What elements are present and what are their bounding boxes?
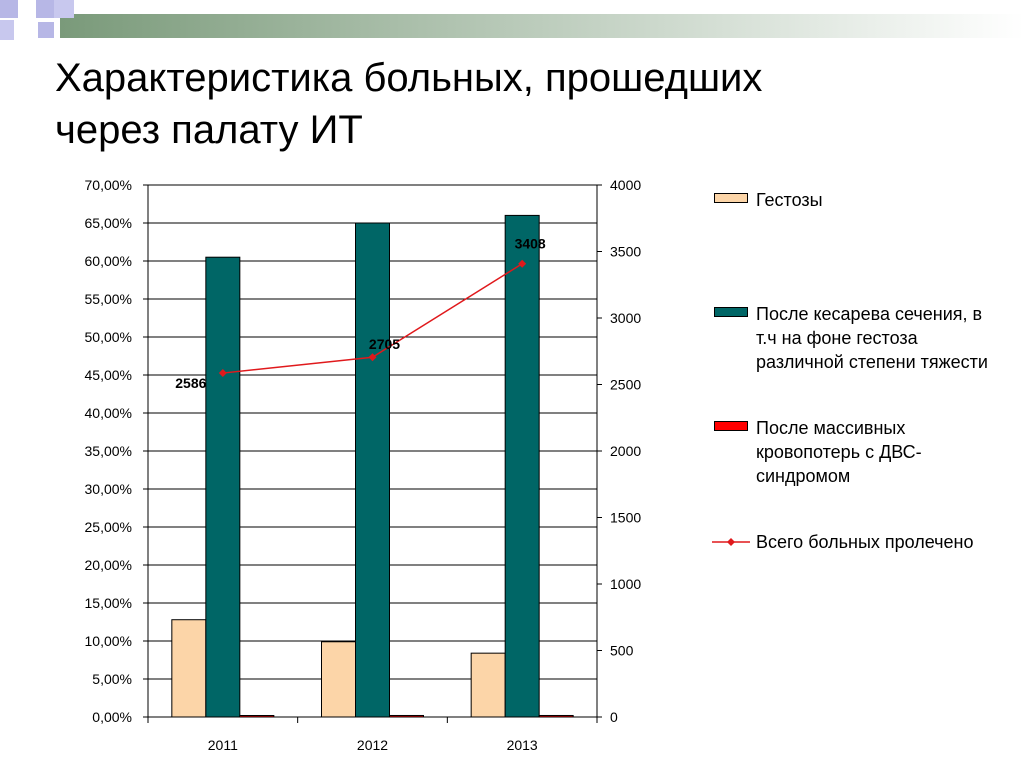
x-axis-tick-label: 2013 [507,737,538,753]
legend-line-total [712,538,750,546]
right-axis-tick-label: 2500 [610,377,641,393]
right-axis-tick-label: 3500 [610,244,641,260]
bar-cesarean [205,256,241,718]
legend-label-total: Всего больных пролечено [756,532,974,552]
total-data-label: 2586 [175,375,206,391]
left-axis-tick-label: 40,00% [85,405,132,421]
legend-label-gestoses: Гестозы [756,190,823,210]
left-axis-tick-label: 0,00% [92,709,132,725]
left-axis-tick-label: 30,00% [85,481,132,497]
x-axis-tick-label: 2011 [208,737,238,753]
bar-cesarean [504,214,540,718]
legend-swatch-cesarean [714,307,748,317]
left-axis-tick-label: 15,00% [85,595,132,611]
total-data-label: 2705 [369,336,400,352]
total-point [368,353,377,362]
left-axis-tick-label: 70,00% [85,177,132,193]
legend-swatch-gestoses [714,193,748,203]
legend-label-blood-loss: После массивных кровопотерь с ДВС-синдро… [756,418,922,486]
right-axis-tick-label: 500 [610,643,634,659]
right-axis-tick-label: 2000 [610,443,641,459]
left-axis-tick-label: 5,00% [92,671,132,687]
left-axis-tick-label: 10,00% [85,633,132,649]
total-line-segment [222,356,373,374]
x-axis-tick-label: 2012 [357,737,388,753]
slide-title-line2: через палату ИТ [55,108,363,152]
legend-label-cesarean: После кесарева сечения, в т.ч на фоне ге… [756,304,988,372]
bar-cesarean [355,222,390,718]
total-point [218,369,227,378]
right-axis-tick-label: 3000 [610,310,641,326]
bar-gestoses [470,652,506,718]
bar-gestoses [321,641,356,718]
total-point [518,259,527,268]
right-axis-tick-label: 0 [610,709,618,725]
bar-gestoses [171,619,207,718]
total-line-segment [372,263,523,358]
left-axis-tick-label: 65,00% [85,215,132,231]
slide-title: Характеристика больных, прошедших через … [55,52,955,156]
left-axis-tick-label: 25,00% [85,519,132,535]
legend-swatch-blood-loss [714,421,748,431]
slide-title-line1: Характеристика больных, прошедших [55,56,763,100]
decorative-header-bar [0,0,1024,40]
right-axis-tick-label: 4000 [610,177,641,193]
total-data-label: 3408 [515,236,546,252]
right-axis-tick-label: 1500 [610,510,641,526]
left-axis-tick-label: 55,00% [85,291,132,307]
left-axis-tick-label: 20,00% [85,557,132,573]
left-axis-tick-label: 60,00% [85,253,132,269]
left-axis-tick-label: 50,00% [85,329,132,345]
right-axis-tick-label: 1000 [610,576,641,592]
left-axis-tick-label: 45,00% [85,367,132,383]
left-axis-tick-label: 35,00% [85,443,132,459]
